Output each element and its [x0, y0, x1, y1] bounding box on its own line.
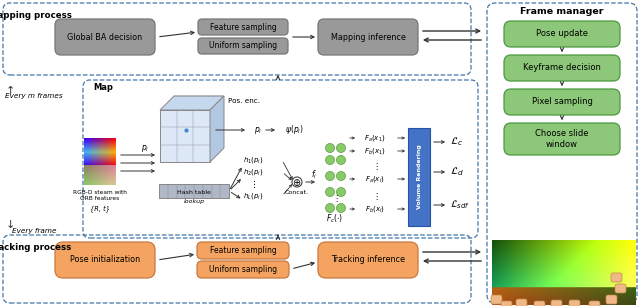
Text: Tracking inference: Tracking inference [331, 256, 405, 264]
FancyBboxPatch shape [198, 38, 288, 54]
Text: Pose update: Pose update [536, 29, 588, 39]
Text: Mapping process: Mapping process [0, 10, 72, 20]
Text: $F_c(\cdot)$: $F_c(\cdot)$ [326, 213, 344, 225]
Text: lookup: lookup [184, 200, 205, 204]
Circle shape [337, 203, 346, 212]
Text: Pose initialization: Pose initialization [70, 256, 140, 264]
Text: Uniform sampling: Uniform sampling [209, 42, 277, 50]
FancyBboxPatch shape [551, 300, 562, 306]
FancyBboxPatch shape [611, 273, 622, 282]
FancyBboxPatch shape [318, 19, 418, 55]
Bar [408, 128, 430, 226]
Text: Mapping inference: Mapping inference [331, 32, 405, 42]
Circle shape [337, 188, 346, 196]
Circle shape [337, 155, 346, 165]
Text: RGB-D steam with: RGB-D steam with [73, 191, 127, 196]
Text: Concat.: Concat. [285, 191, 309, 196]
Text: Every m frames: Every m frames [5, 93, 63, 99]
Text: Global BA decision: Global BA decision [67, 32, 143, 42]
Text: ORB features: ORB features [81, 196, 120, 201]
Text: Uniform sampling: Uniform sampling [209, 265, 277, 274]
FancyBboxPatch shape [569, 300, 580, 306]
Text: $\vdots$: $\vdots$ [372, 191, 378, 201]
Circle shape [337, 171, 346, 181]
FancyBboxPatch shape [197, 242, 289, 259]
Circle shape [326, 155, 335, 165]
Circle shape [292, 177, 302, 187]
FancyBboxPatch shape [318, 242, 418, 278]
Circle shape [326, 188, 335, 196]
FancyBboxPatch shape [55, 242, 155, 278]
Text: $h_2(p_i)$: $h_2(p_i)$ [243, 167, 264, 177]
Text: Tracking process: Tracking process [0, 244, 71, 252]
FancyBboxPatch shape [491, 295, 502, 304]
FancyBboxPatch shape [516, 299, 527, 306]
Circle shape [326, 171, 335, 181]
FancyBboxPatch shape [589, 301, 600, 306]
Text: Keyframe decision: Keyframe decision [523, 64, 601, 73]
Text: $\vdots$: $\vdots$ [372, 161, 378, 171]
Text: $\mathcal{L}_{sdf}$: $\mathcal{L}_{sdf}$ [450, 199, 470, 211]
Text: Frame manager: Frame manager [520, 8, 604, 17]
FancyBboxPatch shape [606, 295, 617, 304]
FancyBboxPatch shape [197, 261, 289, 278]
Text: $\mathcal{L}_c$: $\mathcal{L}_c$ [450, 136, 463, 148]
FancyBboxPatch shape [615, 284, 626, 293]
Text: Choose slide
window: Choose slide window [535, 129, 589, 149]
FancyBboxPatch shape [504, 55, 620, 81]
Text: Pos. enc.: Pos. enc. [228, 98, 260, 104]
Polygon shape [160, 96, 224, 110]
Bar [159, 184, 229, 198]
Text: $h_1(p_i)$: $h_1(p_i)$ [243, 155, 264, 165]
Polygon shape [160, 110, 210, 162]
Text: $\vdots$: $\vdots$ [332, 192, 339, 203]
Text: $\vdots$: $\vdots$ [248, 178, 255, 190]
Text: $F_b(x_1)$: $F_b(x_1)$ [364, 146, 386, 156]
FancyBboxPatch shape [504, 21, 620, 47]
Text: $p_i$: $p_i$ [141, 143, 149, 154]
FancyBboxPatch shape [534, 301, 545, 306]
Text: Every frame: Every frame [12, 228, 56, 234]
FancyBboxPatch shape [198, 19, 288, 35]
Text: $\mathcal{L}_d$: $\mathcal{L}_d$ [450, 166, 464, 178]
Text: $F_a(x_l)$: $F_a(x_l)$ [365, 174, 385, 184]
Text: $p_i$: $p_i$ [254, 125, 262, 136]
Text: Pixel sampling: Pixel sampling [532, 98, 593, 106]
Polygon shape [210, 96, 224, 162]
FancyBboxPatch shape [55, 19, 155, 55]
Text: $F_a(x_1)$: $F_a(x_1)$ [364, 133, 386, 143]
Text: $\oplus$: $\oplus$ [292, 177, 301, 188]
FancyBboxPatch shape [501, 301, 512, 306]
Text: Hash table: Hash table [177, 191, 211, 196]
Text: Map: Map [93, 84, 113, 92]
Text: ↑: ↑ [5, 86, 15, 96]
Text: $F_b(x_l)$: $F_b(x_l)$ [365, 204, 385, 214]
Circle shape [326, 203, 335, 212]
FancyBboxPatch shape [504, 123, 620, 155]
Text: {R, t}: {R, t} [90, 206, 110, 212]
Circle shape [337, 144, 346, 152]
FancyBboxPatch shape [504, 89, 620, 115]
Text: ↓: ↓ [5, 220, 15, 230]
Text: Feature sampling: Feature sampling [210, 246, 276, 255]
Circle shape [326, 144, 335, 152]
Text: $h_L(p_i)$: $h_L(p_i)$ [243, 191, 263, 201]
Text: Volume Rendering: Volume Rendering [417, 145, 422, 209]
Text: $f_i$: $f_i$ [311, 169, 317, 181]
Text: $\psi(p_i)$: $\psi(p_i)$ [285, 124, 304, 136]
Text: Feature sampling: Feature sampling [210, 23, 276, 32]
